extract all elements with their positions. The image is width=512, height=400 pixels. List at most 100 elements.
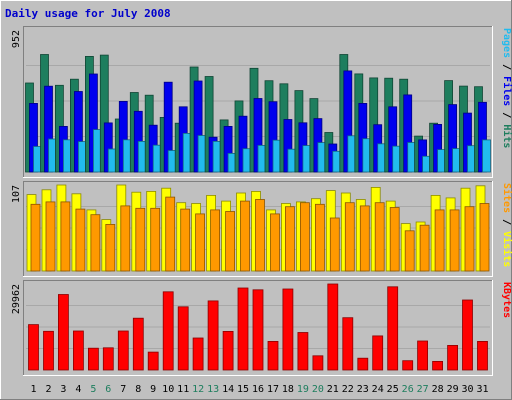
right-label-part: Sites [501,183,512,213]
bar-kbytes-day-30 [462,299,473,371]
bar-kbytes-day-19 [297,332,309,371]
bar-kbytes-day-6 [102,347,114,371]
chart-panels: 952 Pages / Files / Hits 107 Sites / Visits… [11,26,512,376]
right-series-label: KBytes [501,282,512,318]
x-tick-label-15: 15 [237,384,249,395]
x-tick-label-5: 5 [90,384,96,395]
x-tick-label-22: 22 [342,384,354,395]
x-tick-label-9: 9 [150,384,156,395]
bar-kbytes-day-25 [387,286,399,371]
bar-kbytes-day-17 [267,340,279,371]
bar-kbytes-day-31 [477,340,488,371]
bar-kbytes-day-29 [447,344,459,371]
bar-kbytes-day-16 [252,289,264,371]
bar-kbytes-day-13 [207,300,219,371]
bar-sites-day-26 [404,230,415,272]
right-label-part: Visits [501,231,512,267]
bar-sites-day-9 [150,207,161,272]
bar-sites-day-24 [374,202,385,272]
bar-sites-day-5 [90,214,101,272]
bar-sites-day-17 [270,213,280,272]
bar-sites-day-12 [195,213,206,272]
panel-kbytes: 29962 KBytes [11,280,512,376]
x-tick-label-1: 1 [30,384,36,395]
bar-kbytes-day-9 [147,351,159,371]
x-tick-label-11: 11 [177,384,189,395]
x-tick-label-24: 24 [372,384,384,395]
bar-sites-day-10 [165,196,176,272]
bar-sites-day-27 [419,224,430,272]
x-tick-label-16: 16 [252,384,264,395]
bar-sites-day-20 [314,203,325,272]
y-max-label: 29962 [11,284,22,314]
bar-sites-day-28 [434,209,445,272]
bar-kbytes-day-26 [402,360,414,371]
bar-kbytes-day-1 [28,324,39,371]
chart-title: Daily usage for July 2008 [5,7,171,20]
bar-kbytes-day-28 [432,360,444,371]
bar-sites-day-8 [135,207,146,272]
x-tick-label-3: 3 [60,384,66,395]
right-series-label: Sites / Visits [501,183,512,267]
right-label-part: / [501,106,512,124]
x-tick-label-31: 31 [476,384,488,395]
x-tick-label-26: 26 [402,384,414,395]
bar-kbytes-day-20 [312,355,324,371]
y-max-label: 952 [11,30,22,48]
bar-kbytes-day-18 [282,288,294,371]
x-tick-label-18: 18 [282,384,294,395]
x-tick-label-8: 8 [135,384,141,395]
x-tick-label-10: 10 [162,384,174,395]
bar-sites-day-19 [299,202,310,272]
bar-kbytes-day-22 [342,317,354,371]
bar-sites-day-15 [240,200,250,272]
x-tick-label-28: 28 [432,384,444,395]
bar-kbytes-day-23 [357,357,369,371]
bar-kbytes-day-14 [222,330,234,371]
bar-sites-day-30 [464,206,475,272]
bar-sites-day-14 [225,211,236,272]
right-label-part: Pages [501,28,512,58]
bar-sites-day-31 [479,203,490,272]
bar-sites-day-18 [284,206,295,272]
bar-kbytes-day-11 [177,306,189,371]
x-tick-label-6: 6 [105,384,111,395]
right-label-part: Hits [501,124,512,148]
x-tick-label-21: 21 [327,384,339,395]
bar-kbytes-day-21 [327,283,339,371]
right-label-part: Files [501,76,512,106]
bar-pages-day-31 [482,139,491,173]
right-label-part: KBytes [501,282,512,318]
bar-kbytes-day-8 [132,317,144,371]
bar-sites-day-16 [255,199,265,272]
bar-kbytes-day-4 [73,330,84,371]
x-tick-label-25: 25 [387,384,399,395]
bar-sites-day-25 [389,207,400,272]
bar-kbytes-day-24 [372,335,384,371]
right-label-part: / [501,58,512,76]
bar-sites-day-4 [75,208,86,272]
bar-sites-day-23 [359,205,370,272]
bar-kbytes-day-3 [58,294,69,371]
right-series-label: Pages / Files / Hits [501,28,512,148]
bar-kbytes-day-2 [43,330,54,371]
x-tick-label-12: 12 [192,384,204,395]
bar-kbytes-day-5 [88,347,99,371]
panel-hits-files-pages: 952 Pages / Files / Hits [11,26,512,178]
bar-kbytes-day-7 [117,330,129,371]
bar-sites-day-1 [30,203,41,272]
bar-sites-day-22 [344,202,355,272]
bar-sites-day-2 [45,201,56,272]
bar-sites-day-3 [60,201,71,272]
x-tick-label-7: 7 [120,384,126,395]
x-tick-label-30: 30 [461,384,473,395]
bar-sites-day-29 [449,209,460,272]
x-tick-label-19: 19 [297,384,309,395]
bar-sites-day-6 [105,223,116,272]
bar-sites-day-13 [210,209,221,272]
bar-kbytes-day-10 [162,291,174,371]
bar-kbytes-day-15 [237,287,249,371]
x-tick-label-20: 20 [312,384,324,395]
bar-kbytes-day-12 [192,337,204,371]
x-tick-label-14: 14 [222,384,234,395]
